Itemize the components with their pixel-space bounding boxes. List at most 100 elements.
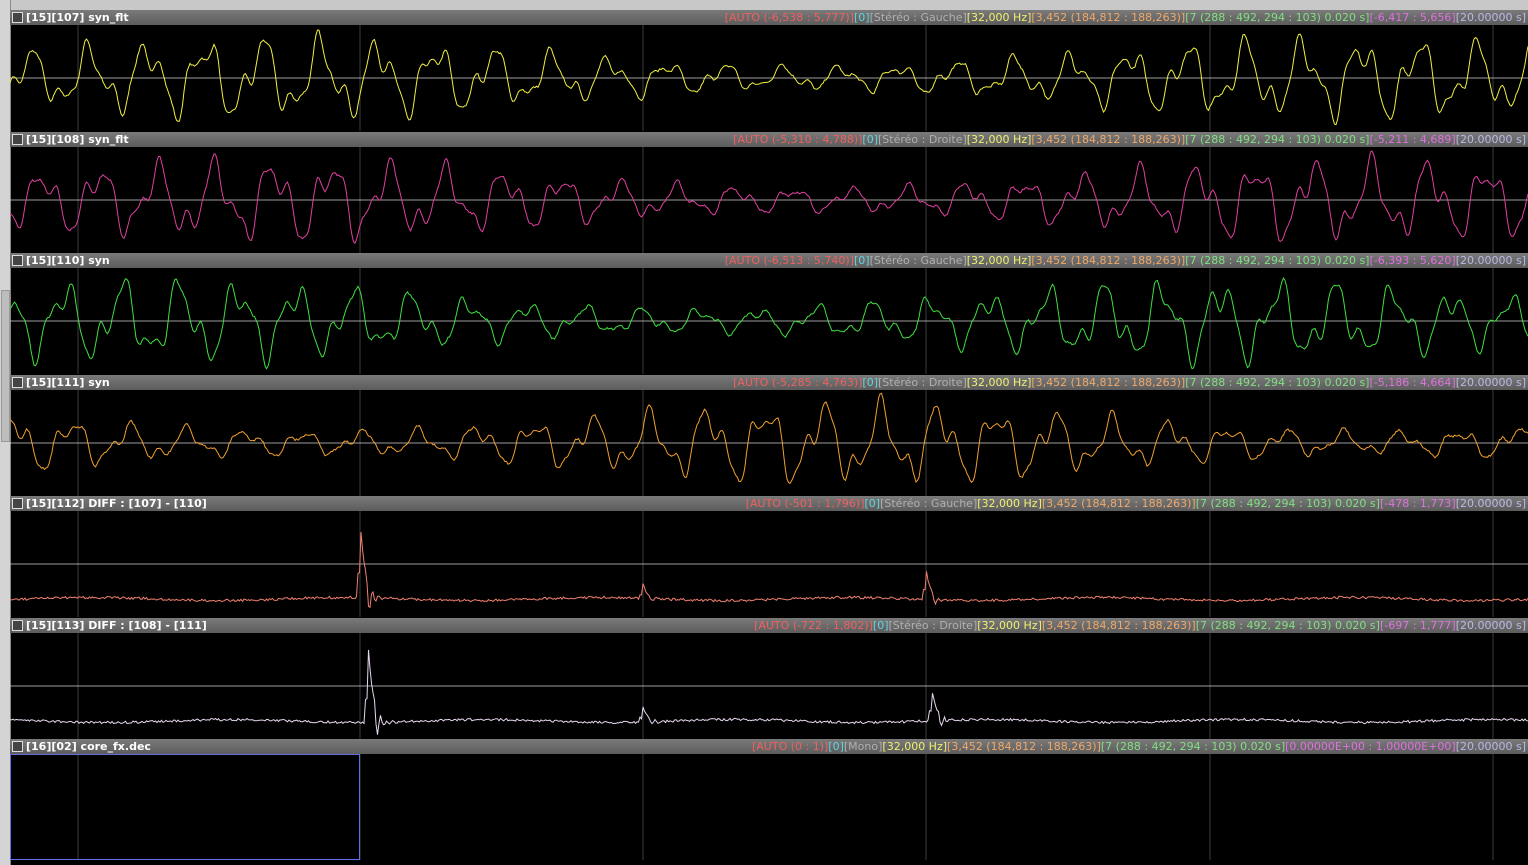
info-field: [Stéréo : Droite]: [878, 375, 967, 389]
info-field: [7 (288 : 492, 294 : 103) 0.020 s]: [1185, 254, 1370, 267]
waveform: [10, 532, 1528, 609]
info-field: [3,452 (184,812 : 188,263)]: [1031, 11, 1186, 24]
info-field: [AUTO (-5,285 : 4,763)]: [733, 375, 863, 389]
track-plot: [10, 754, 1494, 860]
track-header: [15][107] syn_flt [AUTO (-6,538 : 5,777)]…: [10, 10, 1528, 25]
waveform: [10, 392, 1528, 484]
info-field: [7 (288 : 492, 294 : 103) 0.020 s]: [1100, 740, 1286, 753]
info-field: [0]: [862, 132, 879, 146]
track-title: [15][112] DIFF : [107] - [110]: [26, 497, 207, 510]
info-field: [7 (288 : 492, 294 : 103) 0.020 s]: [1195, 497, 1380, 510]
info-field: [3,452 (184,812 : 188,263)]: [1031, 132, 1186, 146]
info-field: [Stéréo : Gauche]: [869, 11, 967, 24]
collapse-icon[interactable]: [12, 619, 23, 631]
track-title: [15][107] syn_flt: [26, 11, 129, 24]
track-header: [16][02] core_fx.dec [AUTO (0 : 1)][0][Mo…: [10, 739, 1528, 754]
gate-box: [10, 754, 360, 860]
scroll-thumb[interactable]: [1, 290, 10, 442]
track-info: [AUTO (-6,538 : 5,777)][0][Stéréo : Gauc…: [725, 11, 1528, 24]
info-field: [-697 : 1,777]: [1379, 618, 1456, 632]
info-field: [-6,393 : 5,620]: [1369, 254, 1456, 267]
info-field: [Stéréo : Gauche]: [869, 254, 967, 267]
track-plot: [10, 389, 1528, 496]
info-field: [32,000 Hz]: [966, 254, 1032, 267]
info-field: [AUTO (0 : 1)]: [751, 740, 829, 753]
info-field: [20.00000 s]: [1455, 740, 1526, 753]
info-field: [7 (288 : 492, 294 : 103) 0.020 s]: [1185, 375, 1370, 389]
info-field: [20.00000 s]: [1455, 254, 1526, 267]
info-field: [32,000 Hz]: [966, 11, 1032, 24]
info-field: [AUTO (-5,310 : 4,788)]: [733, 132, 863, 146]
info-field: [7 (288 : 492, 294 : 103) 0.020 s]: [1185, 11, 1370, 24]
info-field: [32,000 Hz]: [966, 132, 1032, 146]
info-field: [7 (288 : 492, 294 : 103) 0.020 s]: [1195, 618, 1380, 632]
collapse-icon[interactable]: [12, 12, 23, 23]
info-field: [AUTO (-6,538 : 5,777)]: [724, 11, 855, 24]
track-header: [15][108] syn_flt [AUTO (-5,310 : 4,788)]…: [10, 131, 1528, 147]
info-field: [0]: [864, 497, 881, 510]
track-header: [15][112] DIFF : [107] - [110] [AUTO (-50…: [10, 496, 1528, 511]
track-info: [AUTO (0 : 1)][0][Mono][32,000 Hz][3,452…: [752, 740, 1528, 753]
info-field: [3,452 (184,812 : 188,263)]: [1041, 497, 1196, 510]
track-info: [AUTO (-5,310 : 4,788)][0][Stéréo : Droi…: [733, 133, 1528, 146]
info-field: [Mono]: [843, 740, 883, 753]
toolbar: [0, 0, 1528, 10]
track-info: [AUTO (-5,285 : 4,763)][0][Stéréo : Droi…: [733, 376, 1528, 389]
info-field: [32,000 Hz]: [977, 618, 1042, 632]
track-info: [AUTO (-722 : 1,802)][0][Stéréo : Droite…: [754, 619, 1528, 632]
waveform: [10, 649, 1528, 735]
track-plot: [10, 146, 1528, 253]
waveform: [10, 29, 1528, 126]
info-field: [0]: [862, 375, 879, 389]
info-field: [7 (288 : 492, 294 : 103) 0.020 s]: [1185, 132, 1370, 146]
track-title: [15][108] syn_flt: [26, 132, 129, 146]
info-field: [20.00000 s]: [1455, 11, 1526, 24]
info-field: [AUTO (-722 : 1,802)]: [754, 618, 873, 632]
info-field: [20.00000 s]: [1455, 497, 1526, 510]
track-info: [AUTO (-501 : 1,796)][0][Stéréo : Gauche…: [746, 497, 1528, 510]
collapse-icon[interactable]: [12, 498, 23, 509]
waveform: [10, 276, 1528, 370]
collapse-icon[interactable]: [12, 255, 23, 266]
info-field: [-478 : 1,773]: [1379, 497, 1456, 510]
waveform: [10, 149, 1528, 244]
scrollbar[interactable]: [0, 0, 11, 865]
collapse-icon[interactable]: [12, 741, 23, 752]
info-field: [-5,186 : 4,664]: [1369, 375, 1456, 389]
info-field: [-6,417 : 5,656]: [1369, 11, 1456, 24]
info-field: [3,452 (184,812 : 188,263)]: [1031, 254, 1186, 267]
track-title: [15][110] syn: [26, 254, 110, 267]
info-field: [32,000 Hz]: [966, 375, 1032, 389]
info-field: [32,000 Hz]: [977, 497, 1042, 510]
info-field: [3,452 (184,812 : 188,263)]: [1031, 375, 1186, 389]
track-header: [15][111] syn [AUTO (-5,285 : 4,763)][0][…: [10, 374, 1528, 390]
info-field: [Stéréo : Gauche]: [880, 497, 978, 510]
track-title: [16][02] core_fx.dec: [26, 740, 151, 753]
track-info: [AUTO (-6,513 : 5,740)][0][Stéréo : Gauc…: [725, 254, 1528, 267]
info-field: [32,000 Hz]: [882, 740, 948, 753]
track-plot: [10, 25, 1528, 131]
info-field: [Stéréo : Droite]: [878, 132, 967, 146]
track-header: [15][113] DIFF : [108] - [111] [AUTO (-72…: [10, 617, 1528, 633]
info-field: [Stéréo : Droite]: [888, 618, 978, 632]
track-plot: [10, 632, 1528, 739]
info-field: [20.00000 s]: [1455, 132, 1526, 146]
info-field: [0]: [854, 11, 870, 24]
track-plot: [10, 511, 1528, 617]
info-field: [3,452 (184,812 : 188,263)]: [947, 740, 1101, 753]
info-field: [20.00000 s]: [1455, 375, 1526, 389]
info-field: [20.00000 s]: [1455, 618, 1526, 632]
info-field: [AUTO (-501 : 1,796)]: [745, 497, 865, 510]
collapse-icon[interactable]: [12, 133, 23, 145]
info-field: [-5,211 : 4,689]: [1369, 132, 1456, 146]
track-title: [15][111] syn: [26, 375, 110, 389]
info-field: [0]: [872, 618, 889, 632]
track-plot: [10, 268, 1528, 374]
info-field: [AUTO (-6,513 : 5,740)]: [724, 254, 855, 267]
info-field: [0.00000E+00 : 1.00000E+00]: [1285, 740, 1456, 753]
track-title: [15][113] DIFF : [108] - [111]: [26, 618, 207, 632]
info-field: [0]: [828, 740, 844, 753]
collapse-icon[interactable]: [12, 376, 23, 388]
track-header: [15][110] syn [AUTO (-6,513 : 5,740)][0][…: [10, 253, 1528, 268]
